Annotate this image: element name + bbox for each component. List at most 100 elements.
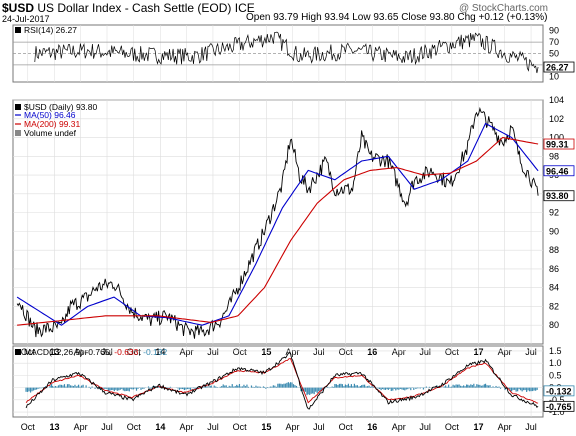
ma200-line <box>17 136 539 326</box>
instrument-name: US Dollar Index - Cash Settle (EOD) <box>37 1 232 15</box>
price-last-value-box <box>543 190 575 202</box>
price-xtick-Oct: Oct <box>339 347 354 357</box>
ma50-line <box>16 122 539 326</box>
macd-legend-sep2: , <box>138 347 143 357</box>
rsi-last-value: 26.27 <box>546 63 569 73</box>
price-xtick-Oct: Oct <box>21 347 36 357</box>
ma200-legend-text: MA(200) 99.31 <box>24 119 80 129</box>
price-xtick-Jul: Jul <box>101 347 113 357</box>
price-legend-text: $USD (Daily) 93.80 <box>24 102 97 112</box>
price-layer: 1041021009896949290888684828099.3196.469… <box>13 95 575 339</box>
macd-xtick-Oct: Oct <box>127 422 142 432</box>
price-ytick-90: 90 <box>549 226 559 236</box>
price-panel-frame <box>12 99 544 345</box>
macd-xtick-Apr: Apr <box>74 422 88 432</box>
price-xtick-Jul: Jul <box>207 347 219 357</box>
macd-histogram-last-value: -0.132 <box>546 386 572 396</box>
rsi-layer: 907050301026.27 <box>13 26 575 81</box>
macd-ytick--0.5: -0.5 <box>549 395 565 405</box>
stockcharts-logo[interactable]: @ StockCharts.com <box>458 3 548 14</box>
open-value: 93.79 <box>273 12 299 23</box>
price-ytick-82: 82 <box>549 301 559 311</box>
macd-xtick-Jul: Jul <box>419 422 431 432</box>
price-ytick-100: 100 <box>549 133 564 143</box>
macd-xtick-Oct: Oct <box>21 422 36 432</box>
price-xtick-15: 15 <box>261 347 271 357</box>
rsi-line <box>34 31 539 74</box>
chg-value: +0.12 (+0.13%) <box>478 12 548 23</box>
macd-legend-label: MACD(12,26,9) <box>24 347 83 357</box>
open-label: Open <box>246 12 271 23</box>
macd-legend-signal: -0.633 <box>114 347 138 357</box>
price-xtick-17: 17 <box>474 347 484 357</box>
macd-ytick-1.0: 1.0 <box>549 358 562 368</box>
price-line <box>16 106 539 339</box>
macd-legend-text: MACD(12,26,9) -0.765, -0.633, -0.132 <box>24 347 167 357</box>
price-xtick-Jul: Jul <box>313 347 325 357</box>
price-ytick-88: 88 <box>549 245 559 255</box>
price-ytick-98: 98 <box>549 151 559 161</box>
high-label: High <box>301 12 322 23</box>
low-value: 93.65 <box>373 12 399 23</box>
ma200-last-value-box <box>543 138 575 150</box>
macd-last-value-box <box>543 400 575 412</box>
chart-title: $USD US Dollar Index - Cash Settle (EOD)… <box>2 1 255 15</box>
low-label: Low <box>352 12 371 23</box>
macd-ytick-1.5: 1.5 <box>549 346 562 356</box>
price-xtick-13: 13 <box>49 347 59 357</box>
macd-legend-swatch <box>15 349 21 355</box>
macd-ytick--1.0: -1.0 <box>549 407 565 417</box>
macd-xtick-15: 15 <box>261 422 271 432</box>
macd-legend: MACD(12,26,9) -0.765, -0.633, -0.132 <box>15 347 167 357</box>
ma50-last-value: 96.46 <box>546 166 569 176</box>
macd-layer: 1.51.00.50.0-0.5-1.0-0.132-0.765 <box>13 346 575 417</box>
macd-xtick-Oct: Oct <box>445 422 460 432</box>
price-xtick-Jul: Jul <box>525 347 537 357</box>
macd-last-value: -0.765 <box>546 402 572 412</box>
x-axis-ticks: Oct Oct 13 13 Apr Apr Jul Jul Oct Oct 14 14 Apr Apr Ju… <box>21 25 537 432</box>
price-legend: $USD (Daily) 93.80 MA(50) 96.46 MA(200) … <box>15 102 97 138</box>
ma50-legend-text: MA(50) 96.46 <box>24 110 76 120</box>
macd-xtick-13: 13 <box>49 422 59 432</box>
macd-xtick-Jul: Jul <box>525 422 537 432</box>
macd-xtick-Jul: Jul <box>101 422 113 432</box>
price-xtick-14: 14 <box>155 347 165 357</box>
price-ytick-84: 84 <box>549 283 559 293</box>
ma50-last-value-box <box>543 165 575 177</box>
macd-legend-sep1: , <box>110 347 115 357</box>
rsi-legend: RSI(14) 26.27 <box>15 25 77 35</box>
macd-xtick-Apr: Apr <box>392 422 406 432</box>
macd-xtick-17: 17 <box>474 422 484 432</box>
high-value: 93.94 <box>324 12 350 23</box>
price-ytick-104: 104 <box>549 95 564 105</box>
macd-line <box>25 352 539 410</box>
macd-xtick-Apr: Apr <box>180 422 194 432</box>
rsi-legend-swatch <box>15 27 21 33</box>
price-xtick-Apr: Apr <box>180 347 194 357</box>
volume-legend-text: Volume undef <box>24 128 77 138</box>
rsi-legend-text: RSI(14) 26.27 <box>24 25 77 35</box>
close-value: 93.80 <box>429 12 455 23</box>
price-xtick-Jul: Jul <box>419 347 431 357</box>
macd-xtick-Jul: Jul <box>207 422 219 432</box>
price-ytick-80: 80 <box>549 320 559 330</box>
macd-xtick-Apr: Apr <box>498 422 512 432</box>
rsi-ytick-90: 90 <box>549 26 559 36</box>
macd-legend-histogram: -0.132 <box>143 347 167 357</box>
macd-xtick-Oct: Oct <box>339 422 354 432</box>
macd-xtick-Jul: Jul <box>313 422 325 432</box>
price-xtick-Apr: Apr <box>498 347 512 357</box>
price-last-value: 93.80 <box>546 191 569 201</box>
ma200-last-value: 99.31 <box>546 140 569 150</box>
price-ytick-92: 92 <box>549 208 559 218</box>
rsi-ytick-10: 10 <box>549 71 559 81</box>
chart-date: 24-Jul-2017 <box>2 14 50 24</box>
price-xtick-Apr: Apr <box>285 347 299 357</box>
macd-histogram-last-value-box <box>543 385 575 397</box>
price-ytick-102: 102 <box>549 114 564 124</box>
macd-xtick-16: 16 <box>367 422 377 432</box>
exchange: ICE <box>234 1 255 15</box>
close-label: Close <box>401 12 427 23</box>
price-xtick-Apr: Apr <box>392 347 406 357</box>
symbol: $USD <box>2 1 35 15</box>
